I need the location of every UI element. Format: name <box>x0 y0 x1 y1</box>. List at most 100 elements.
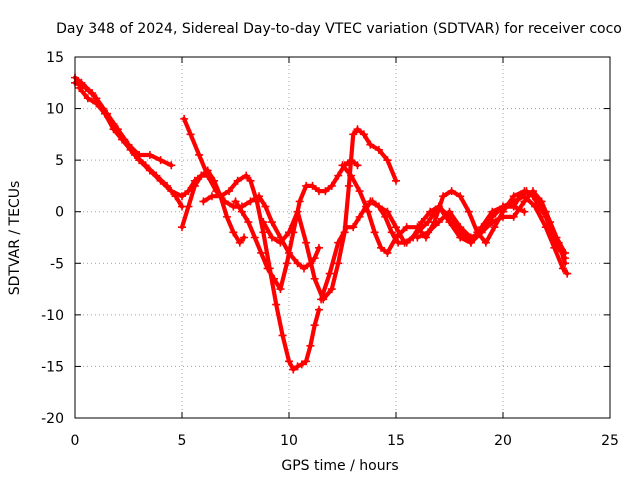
data-point <box>272 300 281 309</box>
data-point <box>447 187 456 196</box>
data-point <box>242 171 251 180</box>
data-point <box>293 362 302 371</box>
data-point <box>347 171 356 180</box>
series-line <box>233 158 360 292</box>
y-tick-label: 15 <box>46 50 64 66</box>
data-point <box>359 130 368 139</box>
data-point <box>535 202 544 211</box>
x-tick-label: 25 <box>601 433 619 449</box>
data-point <box>561 254 570 263</box>
data-point <box>180 114 189 123</box>
data-point <box>383 207 392 216</box>
data-point <box>259 228 268 237</box>
data-point <box>135 156 144 165</box>
data-point <box>548 228 557 237</box>
data-point <box>240 233 249 242</box>
data-point <box>537 197 546 206</box>
data-point <box>353 125 362 134</box>
data-point <box>364 207 373 216</box>
data-point <box>270 274 279 283</box>
data-point <box>392 223 400 232</box>
data-point <box>199 197 208 206</box>
series-line <box>201 173 322 372</box>
data-point <box>83 94 92 103</box>
series-pass-3 <box>75 83 212 201</box>
data-point <box>413 233 422 242</box>
data-point <box>334 238 343 247</box>
data-point <box>374 145 383 154</box>
data-point <box>302 357 311 366</box>
data-point <box>481 238 490 247</box>
data-point <box>293 207 302 216</box>
data-point <box>156 176 165 185</box>
data-point <box>244 218 253 227</box>
data-point <box>178 192 186 201</box>
data-point <box>293 259 302 268</box>
data-point <box>456 192 465 201</box>
data-point <box>466 233 475 242</box>
data-point <box>278 331 287 340</box>
data-point <box>434 218 443 227</box>
data-point <box>338 161 347 170</box>
data-point <box>222 212 231 221</box>
data-point <box>321 187 330 196</box>
data-point <box>327 285 336 294</box>
y-axis-label: SDTVAR / TECUs <box>7 181 23 296</box>
data-point <box>203 171 212 180</box>
series-line <box>182 116 322 271</box>
data-point <box>109 125 118 134</box>
data-point <box>424 228 433 237</box>
data-point <box>282 259 291 268</box>
data-point <box>263 264 272 273</box>
data-point <box>100 109 109 118</box>
data-point <box>145 166 154 175</box>
data-point <box>509 212 518 221</box>
data-point <box>250 233 259 242</box>
data-point <box>509 202 518 211</box>
y-tick-label: -20 <box>41 411 64 427</box>
data-point <box>167 161 176 170</box>
data-point <box>235 238 244 247</box>
data-point <box>310 321 319 330</box>
data-point <box>186 130 195 139</box>
data-point <box>349 223 358 232</box>
series-pass-13 <box>509 187 570 263</box>
data-point <box>246 176 255 185</box>
data-point <box>216 192 225 201</box>
data-point <box>499 202 507 211</box>
data-point <box>220 197 229 206</box>
data-point <box>327 181 336 190</box>
data-point <box>77 78 86 87</box>
data-point <box>257 248 266 257</box>
data-point <box>317 295 326 304</box>
data-point <box>285 228 293 237</box>
data-point <box>145 150 154 159</box>
data-point <box>314 243 323 252</box>
data-point <box>195 150 204 159</box>
data-point <box>314 305 323 314</box>
data-point <box>344 181 353 190</box>
series-line <box>415 189 568 266</box>
data-point <box>445 207 454 216</box>
data-point <box>308 181 317 190</box>
data-point <box>541 212 550 221</box>
data-point <box>184 202 193 211</box>
data-point <box>349 130 358 139</box>
data-point <box>267 218 276 227</box>
data-point <box>426 207 435 216</box>
data-point <box>400 238 409 247</box>
data-point <box>229 228 238 237</box>
data-point <box>118 135 127 144</box>
data-point <box>259 218 268 227</box>
data-point <box>374 202 383 211</box>
x-tick-label: 0 <box>71 433 80 449</box>
data-point <box>295 197 304 206</box>
series-pass-1 <box>71 78 176 170</box>
data-point <box>261 202 270 211</box>
data-point <box>231 197 240 206</box>
data-point <box>207 192 216 201</box>
plot-frame <box>74 56 611 419</box>
data-point <box>439 192 448 201</box>
series-line <box>340 163 568 256</box>
